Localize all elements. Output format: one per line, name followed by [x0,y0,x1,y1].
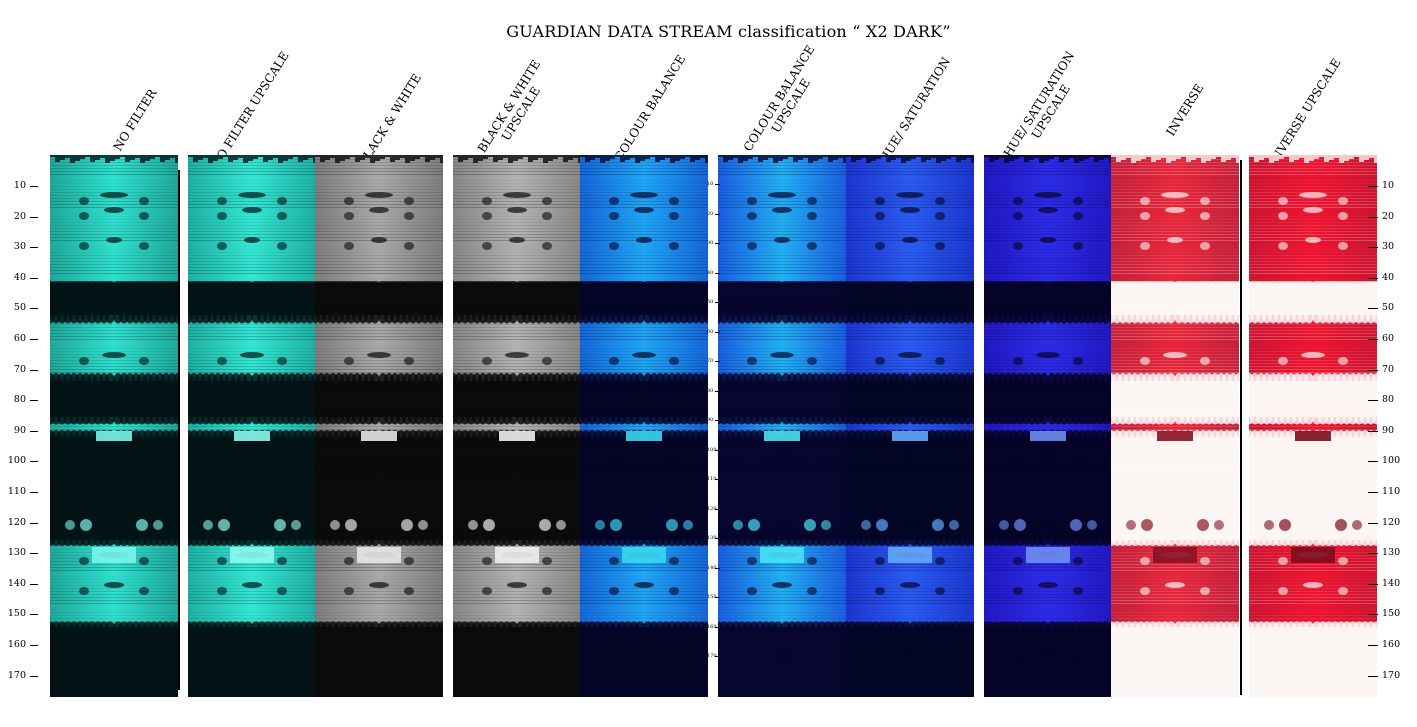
inner-axis: 10 20 30 40 50 60 70 80 90 100 110 120 130 140 150 160 1… [707,155,721,697]
axis-tick-label: 50 [1367,302,1395,314]
axis-tick-label: 70 [707,358,721,364]
axis-tick-label: 90 [13,424,39,436]
filter-strip [846,155,974,697]
filter-strip [1249,155,1377,697]
axis-tick-label: 110 [707,476,720,482]
right-axis: 10 20 30 40 50 60 70 80 90 100 110 120 130 140 150 160 1… [1366,155,1406,697]
axis-tick-label: 120 [1367,516,1401,528]
axis-tick-label: 120 [707,505,720,512]
filter-strip [1111,155,1239,697]
axis-tick-label: 20 [13,210,39,222]
left-axis: 10 20 30 40 50 60 70 80 90 100 110 120 130 140 150 160 1… [0,155,40,697]
axis-tick-label: 130 [707,535,720,541]
axis-tick-label: 80 [1367,394,1395,406]
axis-tick-label: 90 [707,417,721,423]
axis-tick-label: 100 [1367,455,1401,467]
axis-tick-label: 110 [1367,486,1401,497]
axis-tick-label: 150 [1367,608,1401,620]
axis-tick-label: 60 [1367,333,1395,344]
axis-tick-label: 130 [1367,547,1401,559]
filter-strip [453,155,581,697]
axis-tick-label: 100 [7,455,39,467]
axis-tick-label: 170 [707,653,720,659]
divider-left [178,170,180,690]
divider-right [1240,160,1242,695]
filter-strip [188,155,316,697]
axis-tick-label: 170 [7,669,39,681]
axis-tick-label: 100 [707,446,720,453]
axis-tick-label: 40 [13,271,39,283]
axis-tick-label: 50 [707,299,721,305]
axis-tick-label: 30 [13,241,39,253]
axis-tick-label: 160 [707,623,720,630]
axis-tick-label: 160 [1367,639,1401,650]
axis-tick-label: 120 [7,516,39,528]
axis-tick-label: 80 [13,394,39,406]
axis-tick-label: 90 [1367,424,1395,436]
axis-tick-label: 40 [1367,271,1395,283]
axis-tick-label: 10 [707,181,721,187]
axis-tick-label: 70 [13,363,39,375]
axis-tick-label: 150 [7,608,39,620]
axis-tick-label: 140 [7,577,39,589]
axis-tick-label: 20 [707,210,721,217]
axis-tick-label: 10 [13,180,39,191]
page-title: GUARDIAN DATA STREAM classification “ X2… [506,22,951,41]
axis-tick-label: 140 [707,564,720,571]
filter-strip [50,155,178,697]
axis-tick-label: 150 [707,594,720,600]
axis-tick-label: 80 [707,387,721,394]
filter-strip [315,155,443,697]
axis-tick-label: 10 [1367,180,1395,191]
axis-tick-label: 130 [7,547,39,559]
axis-tick-label: 30 [1367,241,1395,253]
axis-tick-label: 60 [13,333,39,344]
axis-tick-label: 110 [7,486,39,497]
axis-tick-label: 30 [707,240,721,246]
axis-tick-label: 50 [13,302,39,314]
axis-tick-label: 20 [1367,210,1395,222]
axis-tick-label: 140 [1367,577,1401,589]
axis-tick-label: 170 [1367,669,1401,681]
axis-tick-label: 70 [1367,363,1395,375]
filter-strip [718,155,846,697]
axis-tick-label: 160 [7,639,39,650]
axis-tick-label: 60 [707,328,721,335]
filter-strip [580,155,708,697]
column-label: COLOUR BALANCE UPSCALE [740,42,818,154]
filter-strip [984,155,1112,697]
axis-tick-label: 40 [707,269,721,276]
